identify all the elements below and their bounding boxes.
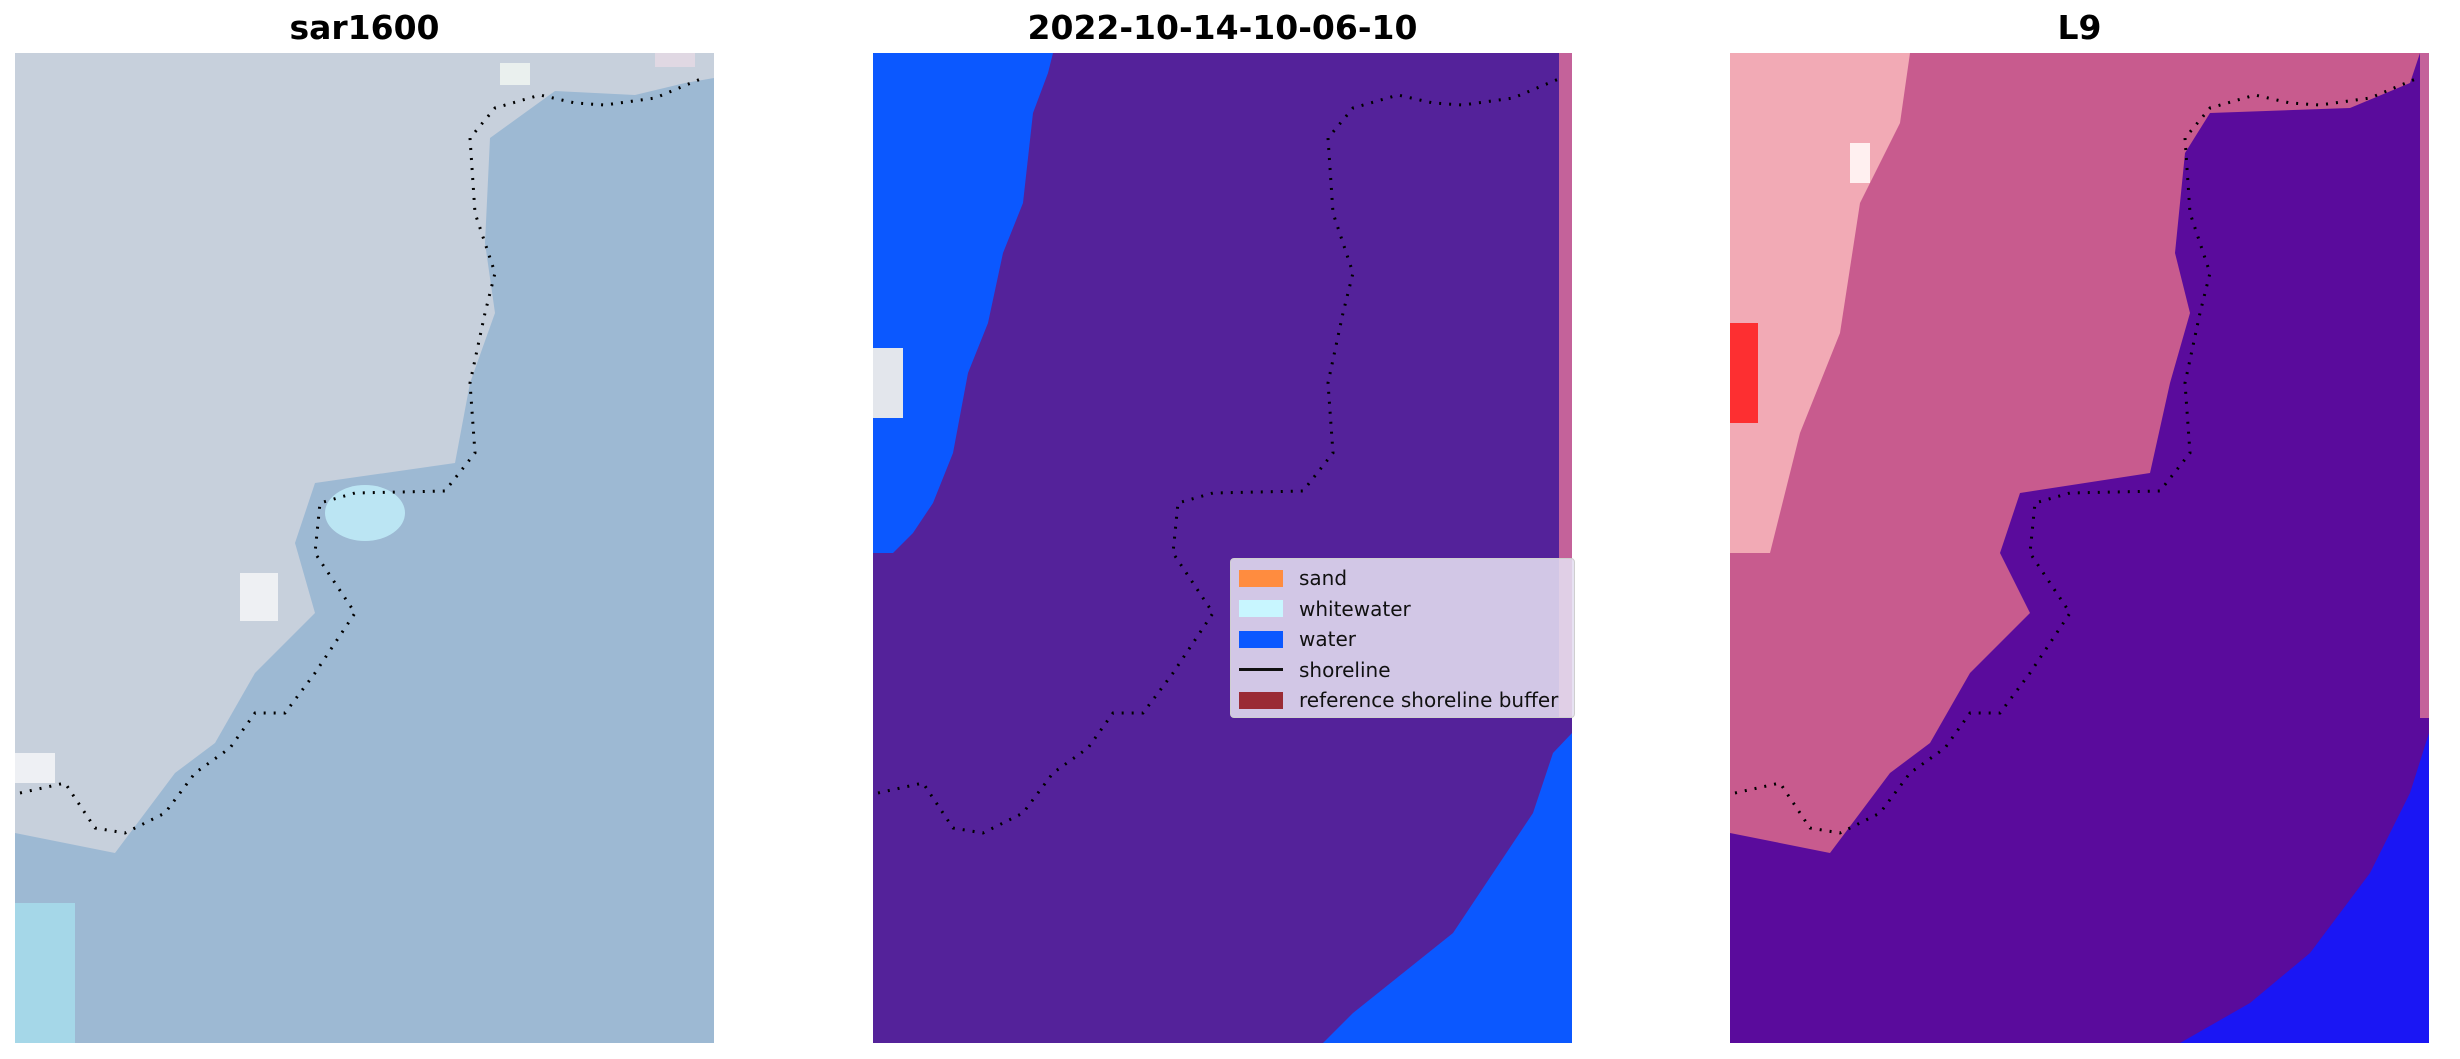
legend-item-shoreline: shoreline (1239, 655, 1566, 686)
deep-water (2180, 733, 2429, 1043)
panel-index (1730, 53, 2429, 1043)
shoreline (1734, 76, 2419, 835)
legend-label-sand: sand (1299, 566, 1348, 591)
panel-classification (873, 53, 1572, 1043)
title-sar1600: sar1600 (289, 8, 440, 47)
land-region (1730, 53, 2420, 853)
legend: sand whitewater water shoreline referenc… (1230, 558, 1575, 718)
legend-item-water: water (1239, 624, 1566, 655)
reference-buffer (1559, 53, 1572, 718)
water-region-right (1323, 733, 1572, 1043)
buffer-swatch (1239, 691, 1283, 709)
shoreline-line-icon (1239, 668, 1283, 672)
land-region (15, 53, 714, 853)
water-swatch (1239, 630, 1283, 648)
panel-rgb-image (15, 53, 714, 1043)
legend-item-whitewater: whitewater (1239, 594, 1566, 625)
shoreline (19, 76, 704, 835)
shoreline (877, 76, 1562, 835)
legend-label-water: water (1299, 627, 1356, 652)
legend-item-buffer: reference shoreline buffer (1239, 685, 1566, 716)
legend-label-whitewater: whitewater (1299, 596, 1411, 621)
sand-swatch (1239, 569, 1283, 587)
title-l9: L9 (2057, 8, 2102, 47)
legend-label-shoreline: shoreline (1299, 657, 1391, 682)
legend-label-buffer: reference shoreline buffer (1299, 688, 1559, 713)
whitewater-swatch (1239, 600, 1283, 618)
title-classification: 2022-10-14-10-06-10 (1027, 8, 1418, 47)
legend-item-sand: sand (1239, 563, 1566, 594)
water-region-left (873, 53, 1053, 553)
